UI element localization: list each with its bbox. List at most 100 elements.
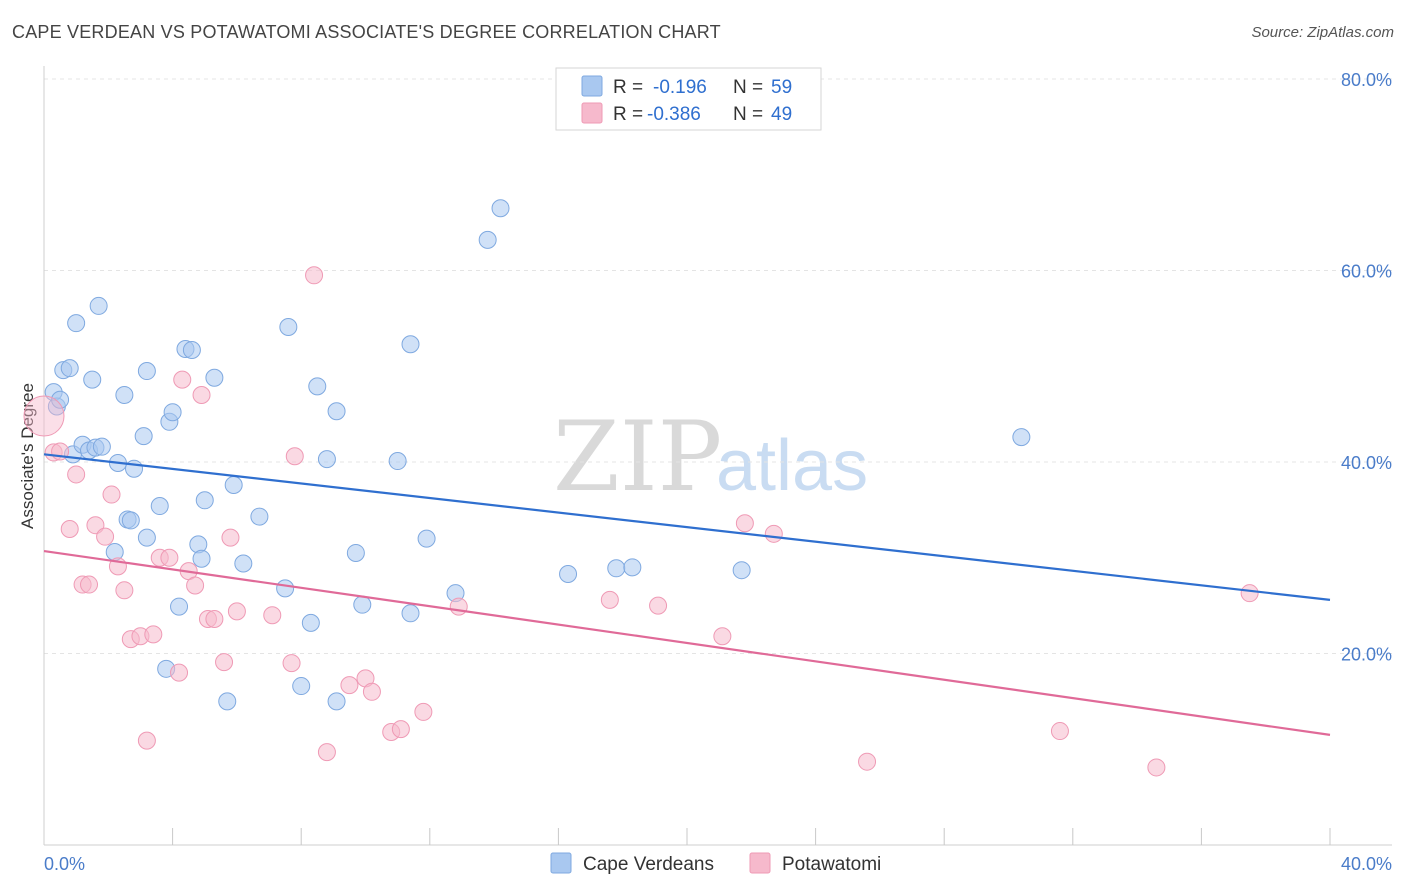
series-legend: Cape Verdeans Potawatomi bbox=[550, 852, 881, 875]
potawatomi-point-14 bbox=[137, 731, 156, 750]
legend-swatch-bottom-potawatomi bbox=[749, 852, 771, 874]
potawatomi-point-17 bbox=[160, 548, 179, 567]
cape-verdeans-point-52 bbox=[478, 230, 497, 249]
cape-verdeans-point-19 bbox=[134, 427, 153, 446]
grid-lines bbox=[44, 78, 1392, 654]
cape-verdeans-point-44 bbox=[327, 402, 346, 421]
y-tick-label-80: 80.0% bbox=[1341, 70, 1392, 90]
potawatomi-point-19 bbox=[173, 370, 192, 389]
potawatomi-point-21 bbox=[186, 576, 205, 595]
axes bbox=[43, 66, 1392, 846]
potawatomi-point-48 bbox=[1240, 584, 1259, 603]
potawatomi-point-47 bbox=[1147, 758, 1166, 777]
cape-verdeans-point-32 bbox=[205, 368, 224, 387]
correlation-legend: R = -0.196 N = 59 R = -0.386 N = 49 bbox=[555, 67, 822, 131]
cape-verdeans-point-43 bbox=[327, 692, 346, 711]
legend-r-label-1: R = bbox=[613, 77, 643, 98]
legend-r-value-2: -0.386 bbox=[647, 104, 701, 125]
legend-n-value-1: 59 bbox=[771, 77, 792, 98]
potawatomi-point-0 bbox=[23, 395, 65, 437]
legend-label-cape-verdeans: Cape Verdeans bbox=[583, 854, 714, 875]
legend-n-label-2: N = bbox=[733, 104, 763, 125]
cape-verdeans-point-2 bbox=[51, 390, 70, 409]
legend-r-label-2: R = bbox=[613, 104, 643, 125]
cape-verdeans-point-45 bbox=[346, 543, 365, 562]
x-tick-label-max: 40.0% bbox=[1341, 854, 1392, 874]
watermark: ZIP atlas bbox=[553, 401, 868, 513]
potawatomi-point-8 bbox=[96, 527, 115, 546]
trend-lines bbox=[43, 453, 1331, 736]
cape-verdeans-points bbox=[44, 199, 1031, 711]
cape-verdeans-point-11 bbox=[89, 296, 108, 315]
potawatomi-point-38 bbox=[414, 702, 433, 721]
x-ticks bbox=[172, 828, 1331, 845]
potawatomi-point-24 bbox=[205, 610, 224, 629]
potawatomi-point-28 bbox=[263, 606, 282, 625]
cape-verdeans-point-48 bbox=[401, 604, 420, 623]
y-tick-labels: 20.0% 40.0% 60.0% 80.0% bbox=[1341, 70, 1392, 665]
potawatomi-point-26 bbox=[221, 528, 240, 547]
cape-verdeans-point-36 bbox=[250, 507, 269, 526]
cape-verdeans-point-28 bbox=[182, 340, 201, 359]
cape-verdeans-point-33 bbox=[218, 692, 237, 711]
cape-verdeans-point-53 bbox=[491, 199, 510, 218]
y-tick-label-20: 20.0% bbox=[1341, 645, 1392, 665]
cape-verdeans-point-57 bbox=[732, 561, 751, 580]
potawatomi-point-29 bbox=[282, 654, 301, 673]
potawatomi-point-22 bbox=[192, 385, 211, 404]
potawatomi-point-3 bbox=[60, 520, 79, 539]
cape-verdeans-point-35 bbox=[234, 554, 253, 573]
potawatomi-point-32 bbox=[317, 743, 336, 762]
potawatomi-point-35 bbox=[362, 682, 381, 701]
legend-n-value-2: 49 bbox=[771, 104, 792, 125]
potawatomi-points bbox=[23, 266, 1259, 777]
potawatomi-point-37 bbox=[391, 720, 410, 739]
y-tick-label-60: 60.0% bbox=[1341, 262, 1392, 282]
cape-verdeans-point-22 bbox=[150, 497, 169, 516]
cape-verdeans-point-12 bbox=[92, 437, 111, 456]
potawatomi-point-46 bbox=[1050, 722, 1069, 741]
potawatomi-point-39 bbox=[449, 597, 468, 616]
potawatomi-point-31 bbox=[305, 266, 324, 285]
potawatomi-point-43 bbox=[735, 514, 754, 533]
cape-verdeans-point-41 bbox=[308, 377, 327, 396]
x-tick-label-min: 0.0% bbox=[44, 854, 85, 874]
cape-verdeans-point-17 bbox=[121, 511, 140, 530]
watermark-zip: ZIP bbox=[553, 401, 722, 513]
potawatomi-point-15 bbox=[144, 625, 163, 644]
potawatomi-point-40 bbox=[600, 590, 619, 609]
potawatomi-point-11 bbox=[115, 581, 134, 600]
cape-verdeans-point-25 bbox=[163, 403, 182, 422]
potawatomi-point-27 bbox=[227, 602, 246, 621]
cape-verdeans-point-58 bbox=[1012, 428, 1031, 447]
y-axis-title: Associate's Degree bbox=[18, 383, 37, 529]
cape-verdeans-trend-line bbox=[43, 453, 1331, 601]
legend-n-label-1: N = bbox=[733, 77, 763, 98]
cape-verdeans-point-50 bbox=[417, 529, 436, 548]
cape-verdeans-point-9 bbox=[83, 370, 102, 389]
legend-swatch-cape-verdeans bbox=[581, 75, 603, 97]
cape-verdeans-point-56 bbox=[623, 558, 642, 577]
cape-verdeans-point-39 bbox=[292, 677, 311, 696]
cape-verdeans-point-30 bbox=[192, 549, 211, 568]
potawatomi-point-9 bbox=[102, 485, 121, 504]
potawatomi-point-42 bbox=[713, 627, 732, 646]
watermark-atlas: atlas bbox=[716, 426, 868, 506]
cape-verdeans-point-31 bbox=[195, 491, 214, 510]
cape-verdeans-point-49 bbox=[401, 335, 420, 354]
cape-verdeans-point-47 bbox=[388, 452, 407, 471]
cape-verdeans-point-42 bbox=[317, 450, 336, 469]
x-tick-labels: 0.0% 40.0% bbox=[44, 854, 1392, 874]
potawatomi-point-6 bbox=[80, 575, 99, 594]
cape-verdeans-point-34 bbox=[224, 475, 243, 494]
chart-title: CAPE VERDEAN VS POTAWATOMI ASSOCIATE'S D… bbox=[12, 22, 721, 42]
legend-r-value-1: -0.196 bbox=[653, 77, 707, 98]
potawatomi-trend-line bbox=[43, 549, 1331, 736]
potawatomi-point-4 bbox=[67, 465, 86, 484]
y-tick-label-40: 40.0% bbox=[1341, 453, 1392, 473]
source-label: Source: ZipAtlas.com bbox=[1251, 24, 1394, 41]
potawatomi-point-25 bbox=[215, 653, 234, 672]
potawatomi-point-18 bbox=[170, 663, 189, 682]
potawatomi-point-44 bbox=[764, 524, 783, 543]
